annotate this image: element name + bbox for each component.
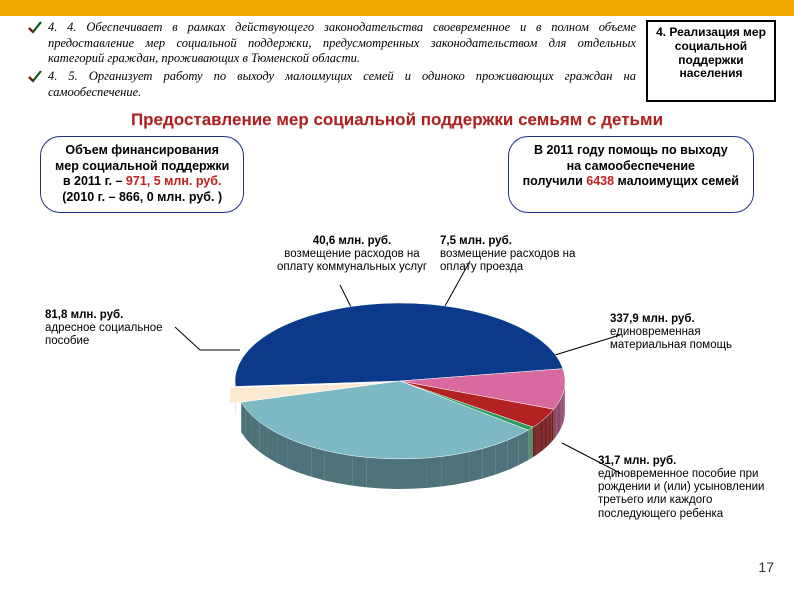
check-icon: [28, 70, 42, 84]
pie-svg: [230, 291, 590, 521]
callout-text: малоимущих семей: [614, 174, 739, 188]
callout-families: В 2011 году помощь по выходу на самообес…: [508, 136, 754, 213]
callout-line: Объем финансирования: [55, 143, 229, 159]
intro-text: 4. 4. Обеспечивает в рамках действующего…: [28, 20, 636, 102]
callout-text: получили: [523, 174, 587, 188]
intro-p2: 4. 5. Организует работу по выходу малоим…: [48, 69, 636, 100]
callout-line: В 2011 году помощь по выходу: [523, 143, 739, 159]
intro-p1: 4. 4. Обеспечивает в рамках действующего…: [48, 20, 636, 67]
chart-title: Предоставление мер социальной поддержки …: [0, 110, 794, 130]
callouts-row: Объем финансирования мер социальной подд…: [0, 136, 794, 213]
callout-line: (2010 г. – 866, 0 млн. руб. ): [55, 190, 229, 206]
callout-line: на самообеспечение: [523, 159, 739, 175]
callout-text: в 2011 г. –: [63, 174, 126, 188]
chart-area: 472 млн. руб.пособие на ребенка 81,8 млн.…: [0, 205, 794, 585]
pie-slice-label: 81,8 млн. руб.адресное социальное пособи…: [45, 309, 185, 349]
check-icon: [28, 21, 42, 35]
callout-line: получили 6438 малоимущих семей: [523, 174, 739, 190]
pie-slice-label: 40,6 млн. руб.возмещение расходов на опл…: [272, 235, 432, 275]
callout-line: мер социальной поддержки: [55, 159, 229, 175]
callout-highlight: 971, 5 млн. руб.: [126, 174, 222, 188]
accent-bar: [0, 0, 794, 16]
pie-slice-label: 31,7 млн. руб.единовременное пособие при…: [598, 455, 778, 521]
pie-slice-label: 337,9 млн. руб.единовременная материальн…: [610, 313, 770, 353]
callout-funding: Объем финансирования мер социальной подд…: [40, 136, 244, 213]
callout-highlight: 6438: [586, 174, 614, 188]
page-number: 17: [758, 559, 774, 575]
section-box: 4. Реализация мер социальной поддержки н…: [646, 20, 776, 102]
pie-slice-label: 7,5 млн. руб.возмещение расходов на опла…: [440, 235, 600, 275]
pie-chart: [230, 291, 570, 511]
header-row: 4. 4. Обеспечивает в рамках действующего…: [0, 16, 794, 104]
callout-line: в 2011 г. – 971, 5 млн. руб.: [55, 174, 229, 190]
pie-slice-label: 472 млн. руб.пособие на ребенка: [330, 541, 500, 567]
